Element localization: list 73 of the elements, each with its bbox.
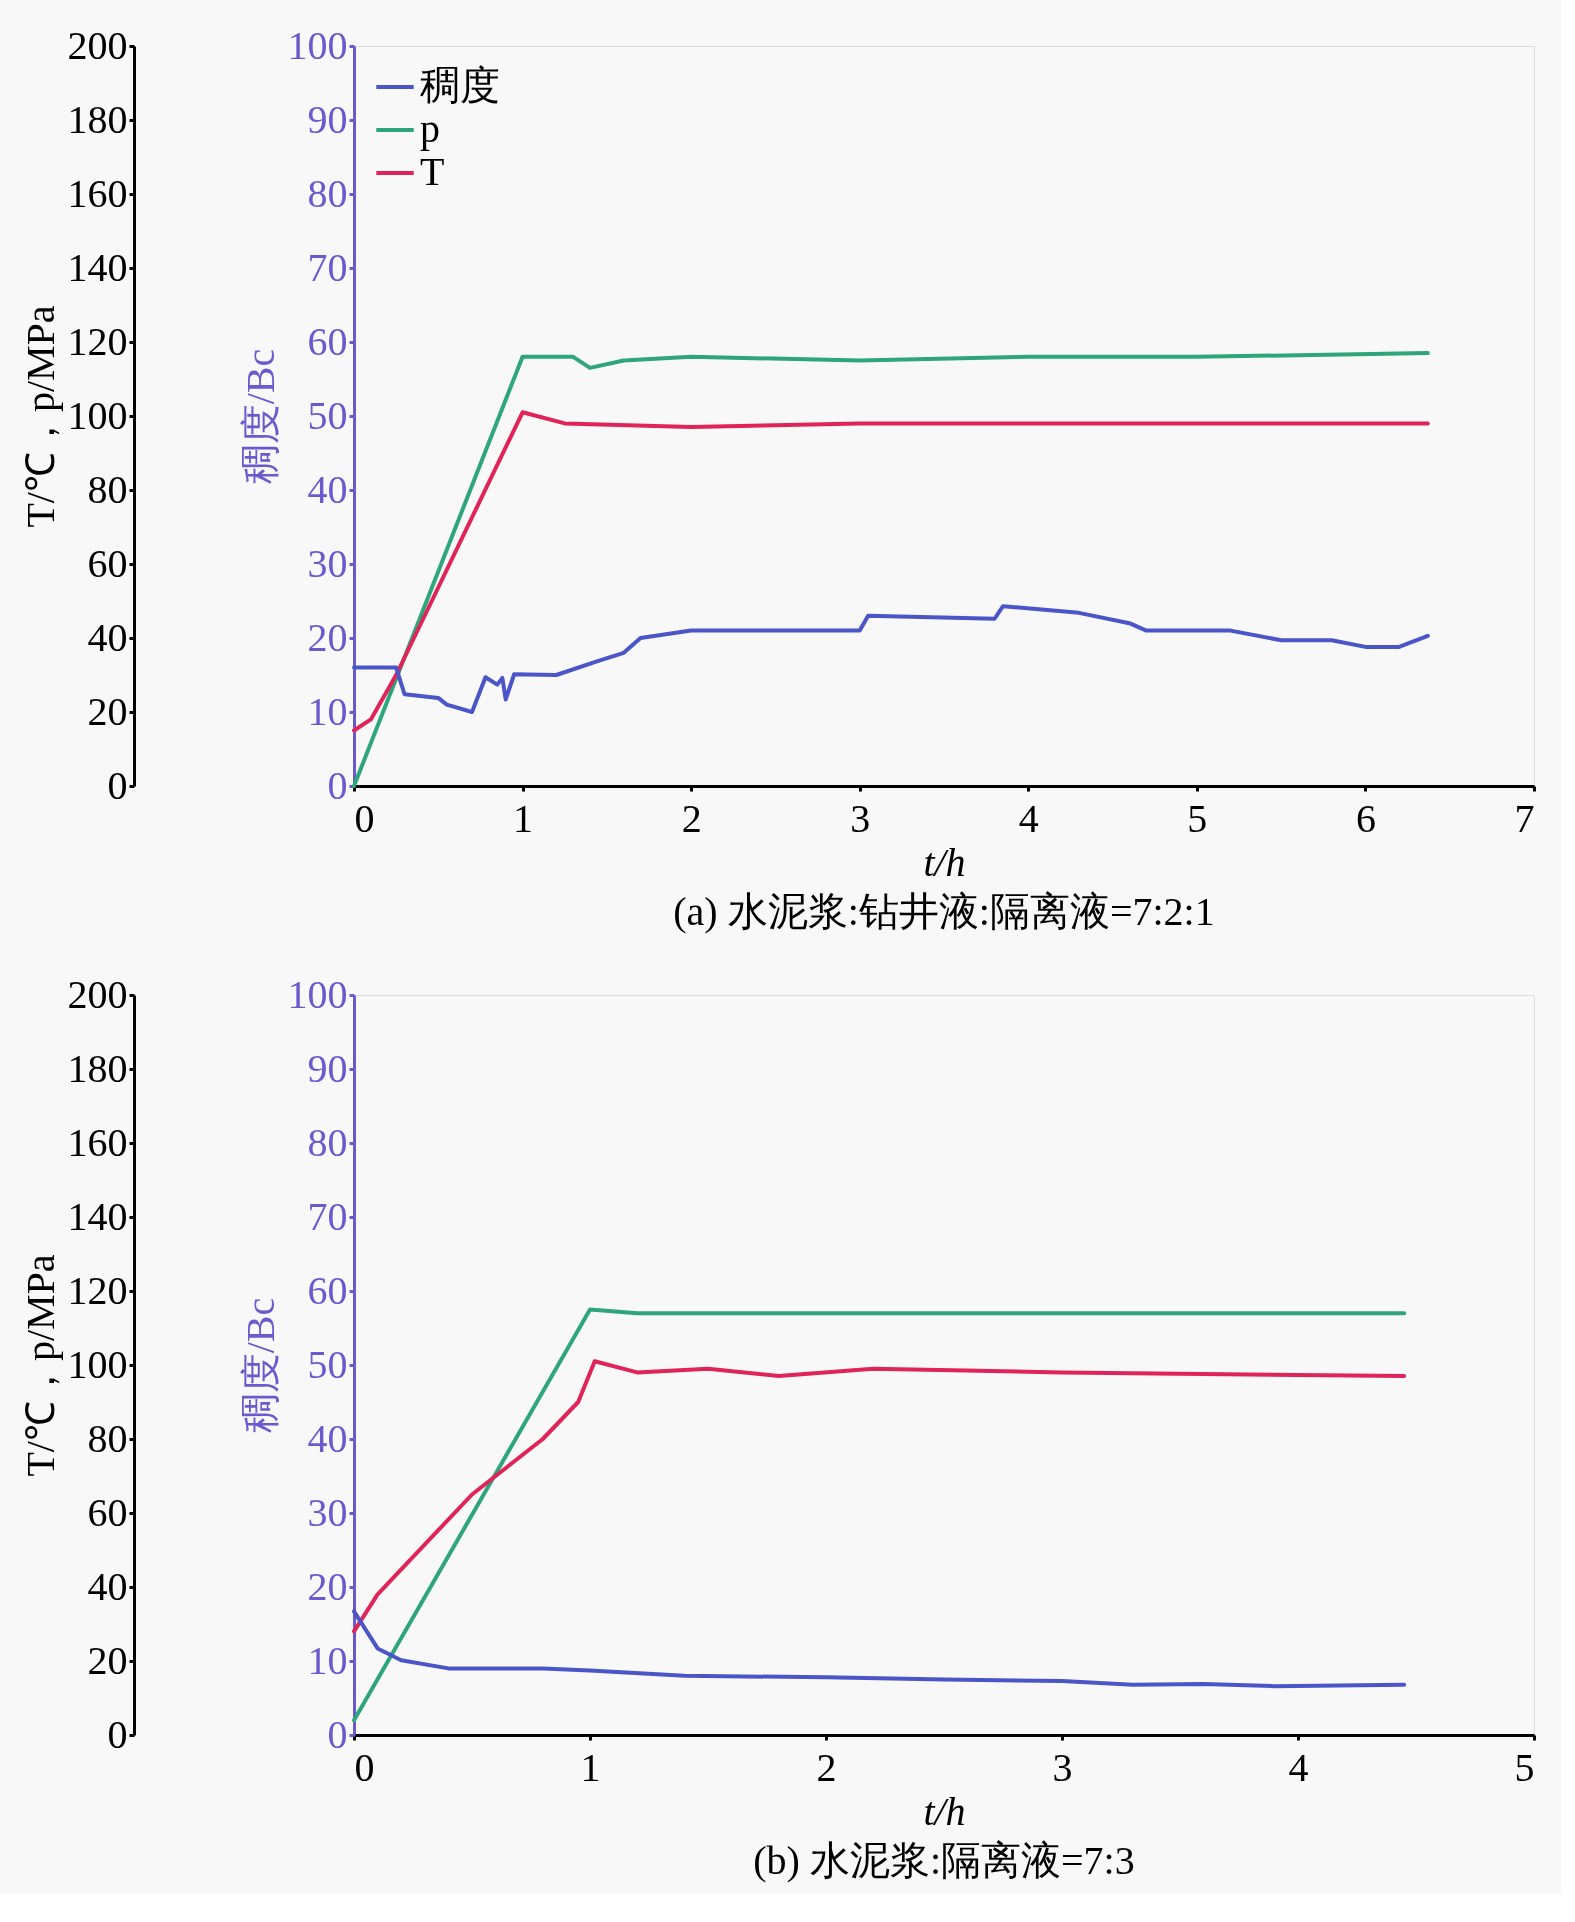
line-series (352, 351, 1430, 788)
y-tick-label: 120 (67, 1267, 128, 1313)
y2-tick-label: 30 (307, 540, 348, 586)
x-tick-label: 0 (354, 1744, 375, 1790)
y-tick-label: 180 (67, 1045, 128, 1091)
y2-tick-label: 90 (307, 1045, 348, 1091)
x-tick-label: 1 (580, 1744, 601, 1790)
text: (b) 水泥浆:隔离液=7:3 (753, 1838, 1135, 1883)
y2-tick-label: 60 (307, 318, 348, 364)
y2-axis-title: 稠度/Bc (237, 1297, 283, 1434)
y2-tick-label: 50 (307, 392, 348, 438)
line-series (352, 1359, 1407, 1634)
x-tick-label: 5 (1187, 795, 1208, 841)
y2-tick-label: 90 (307, 96, 348, 142)
y2-tick-label: 30 (307, 1489, 348, 1535)
x-tick-label: 2 (816, 1744, 837, 1790)
y2-tick-label: 100 (287, 22, 348, 68)
y-tick-label: 160 (67, 1119, 128, 1165)
x-axis-title: t/h (923, 839, 966, 885)
y2-tick-label: 80 (307, 170, 348, 216)
y-axis-title: T/℃，p/MPa (17, 305, 63, 528)
y-tick-label: 100 (67, 392, 128, 438)
y2-tick-label: 70 (307, 244, 348, 290)
y-tick-label: 200 (67, 971, 128, 1017)
y2-tick-label: 20 (307, 1563, 348, 1609)
y-tick-label: 40 (87, 614, 128, 660)
y2-tick-label: 10 (307, 1637, 348, 1683)
line-series (352, 1609, 1407, 1689)
x-tick-label: 1 (513, 795, 534, 841)
x-axis-title: t/h (923, 1788, 966, 1834)
y-tick-label: 20 (87, 1637, 128, 1683)
y2-tick-label: 0 (327, 762, 348, 808)
y2-tick-label: 0 (327, 1711, 348, 1757)
y-tick-label: 160 (67, 170, 128, 216)
y-tick-label: 40 (87, 1563, 128, 1609)
y-tick-label: 200 (67, 22, 128, 68)
y2-tick-label: 40 (307, 1415, 348, 1461)
y-tick-label: 140 (67, 244, 128, 290)
y-tick-label: 180 (67, 96, 128, 142)
y-tick-label: 80 (87, 466, 128, 512)
y2-tick-label: 50 (307, 1341, 348, 1387)
x-tick-label: 2 (681, 795, 702, 841)
y2-tick-label: 10 (307, 688, 348, 734)
x-tick-label: 6 (1355, 795, 1376, 841)
line-series (352, 410, 1430, 733)
text: (a) 水泥浆:钻井液:隔离液=7:2:1 (673, 889, 1215, 934)
x-tick-label: 7 (1514, 795, 1535, 841)
line-series (352, 604, 1430, 714)
y-tick-label: 80 (87, 1415, 128, 1461)
y-tick-label: 100 (67, 1341, 128, 1387)
x-tick-label: 0 (354, 795, 375, 841)
y2-tick-label: 60 (307, 1267, 348, 1313)
y2-tick-label: 20 (307, 614, 348, 660)
x-tick-label: 3 (850, 795, 871, 841)
y-tick-label: 60 (87, 1489, 128, 1535)
x-tick-label: 4 (1018, 795, 1039, 841)
x-tick-label: 5 (1514, 1744, 1535, 1790)
y-tick-label: 60 (87, 540, 128, 586)
y-tick-label: 0 (107, 1711, 128, 1757)
y-tick-label: 0 (107, 762, 128, 808)
y-tick-label: 140 (67, 1193, 128, 1239)
y2-tick-label: 40 (307, 466, 348, 512)
x-tick-label: 4 (1288, 1744, 1309, 1790)
y-tick-label: 20 (87, 688, 128, 734)
legend-label: p (420, 106, 440, 151)
y2-tick-label: 70 (307, 1193, 348, 1239)
y2-tick-label: 100 (287, 971, 348, 1017)
x-tick-label: 3 (1052, 1744, 1073, 1790)
y-tick-label: 120 (67, 318, 128, 364)
y-axis-title: T/℃，p/MPa (17, 1254, 63, 1477)
legend-label: 稠度 (420, 63, 500, 108)
y2-tick-label: 80 (307, 1119, 348, 1165)
y2-axis-title: 稠度/Bc (237, 348, 283, 485)
